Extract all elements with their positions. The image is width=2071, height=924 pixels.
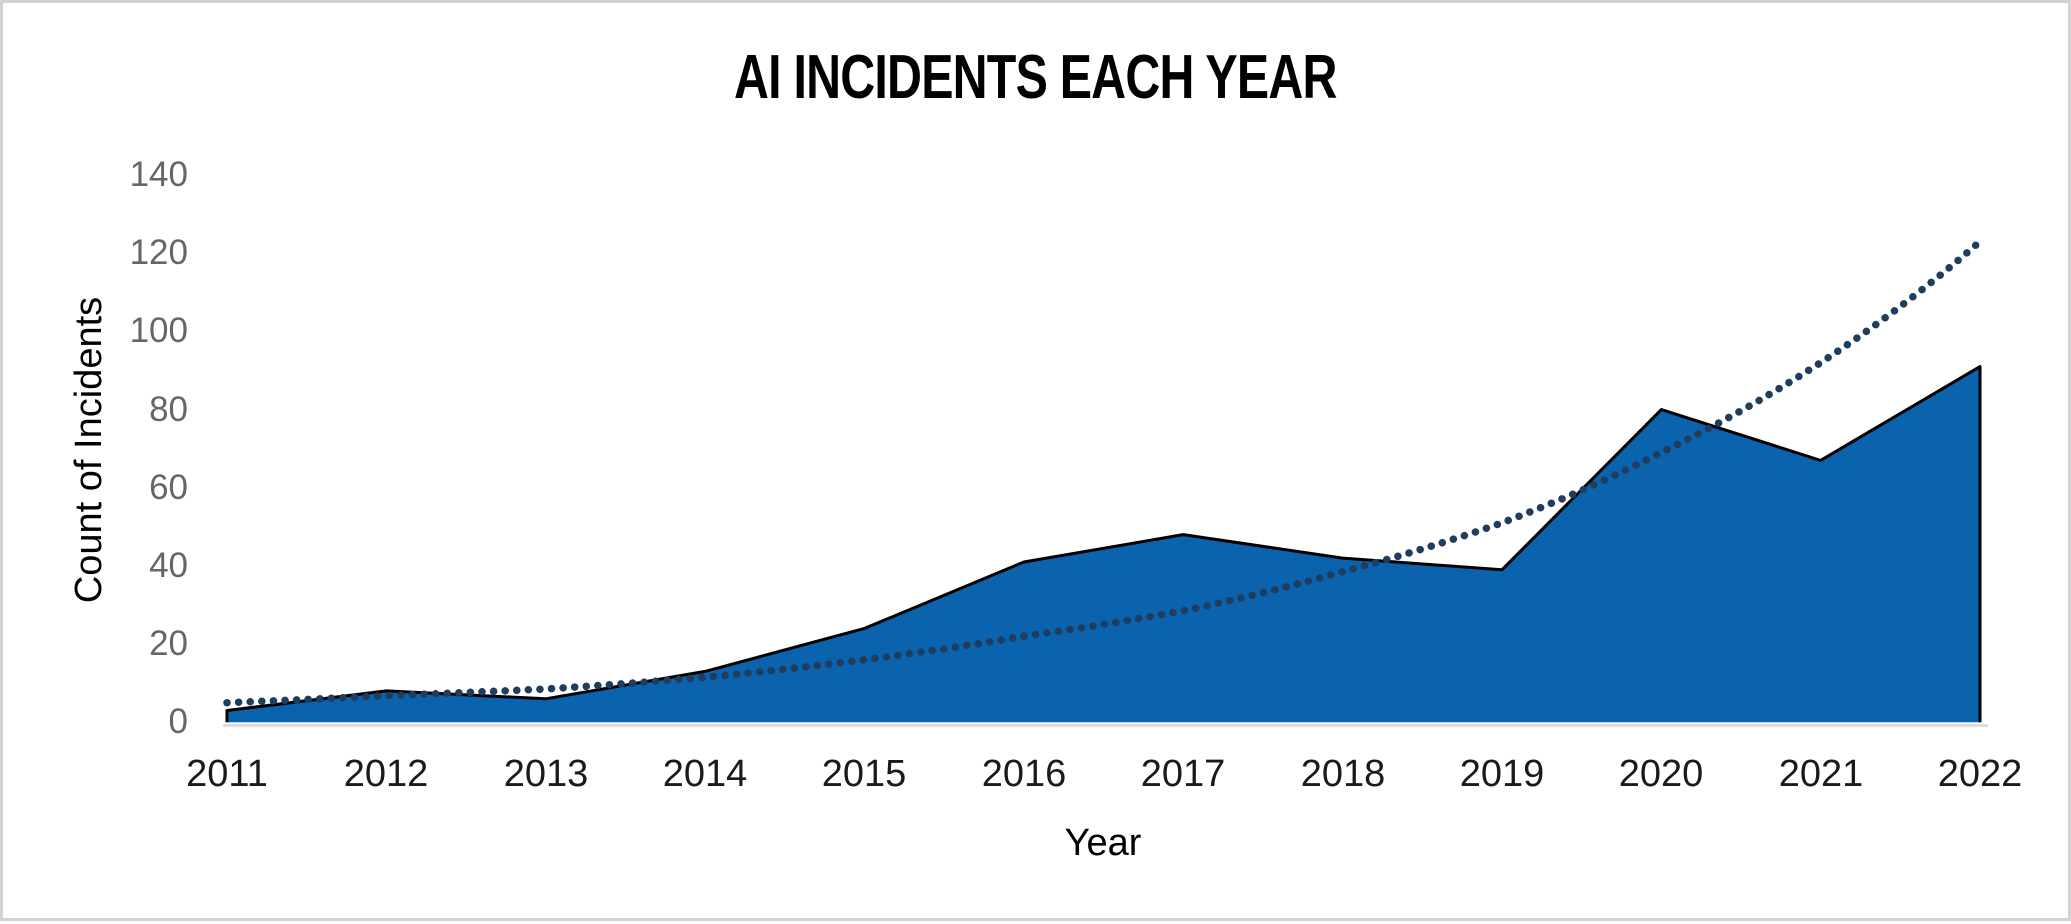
y-axis-tick-label: 0 [168, 702, 188, 741]
chart-title: AI INCIDENTS EACH YEAR [3, 43, 2068, 113]
x-axis-tick-label: 2014 [662, 753, 748, 795]
incidents-area-fill [227, 366, 1980, 723]
y-axis-tick-label: 80 [149, 390, 188, 429]
x-axis-title: Year [1064, 822, 1142, 864]
x-axis-tick-label: 2019 [1459, 753, 1545, 795]
y-axis-tick-label: 20 [149, 624, 188, 663]
plot-area [223, 237, 1988, 727]
x-axis-tick-label: 2022 [1937, 753, 2023, 795]
x-axis-tick-label: 2013 [503, 753, 589, 795]
x-axis-tick-label: 2012 [343, 753, 429, 795]
trendline-dotted [223, 237, 1984, 707]
x-axis-tick-label: 2021 [1778, 753, 1864, 795]
y-axis-tick-label: 100 [129, 311, 188, 350]
x-axis-tick-label: 2015 [821, 753, 907, 795]
x-axis-tick-label: 2020 [1618, 753, 1704, 795]
y-axis-tick-label: 60 [149, 468, 188, 507]
chart-title-text: AI INCIDENTS EACH YEAR [734, 43, 1337, 112]
x-axis-tick-label: 2017 [1140, 753, 1226, 795]
x-axis-tick-label: 2016 [981, 753, 1067, 795]
y-axis-tick-label: 40 [149, 546, 188, 585]
y-axis-tick-label: 120 [129, 233, 188, 272]
x-axis-tick-label: 2018 [1300, 753, 1386, 795]
y-axis-tick-label: 140 [129, 155, 188, 194]
x-axis-tick-label: 2011 [186, 753, 268, 795]
